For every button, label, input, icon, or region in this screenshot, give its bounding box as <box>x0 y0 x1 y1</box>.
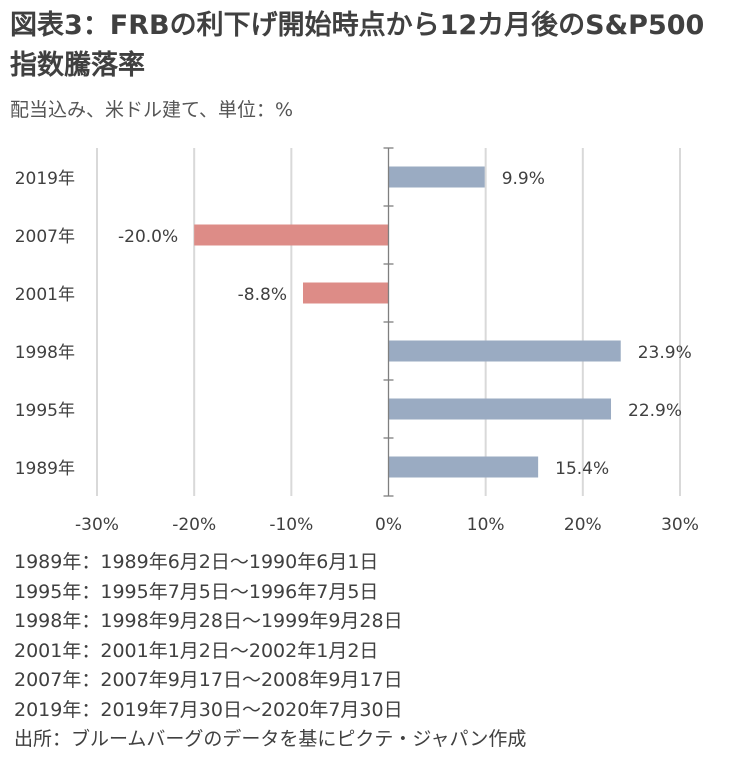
category-label: 2007年 <box>15 227 75 247</box>
bar-chart: 2019年 2007年 2001年 1998年 1995年 1989年 9.9% -20.0%… <box>15 147 699 535</box>
category-label: 2019年 <box>15 169 75 189</box>
note-line: 1989年：1989年6月2日～1990年6月1日 <box>14 551 379 573</box>
x-tick-label: -10% <box>269 515 313 535</box>
chart-subtitle: 配当込み、米ドル建て、単位：% <box>10 99 294 121</box>
note-line: 2001年：2001年1月2日～2002年1月2日 <box>14 639 379 662</box>
chart-title: 図表3：FRBの利下げ開始時点から12カ月後のS&P500指数騰落率 <box>10 10 705 81</box>
category-label: 1998年 <box>15 343 75 363</box>
data-label: 23.9% <box>638 343 692 363</box>
data-label: 9.9% <box>502 169 545 189</box>
note-line: 1995年：1995年7月5日～1996年7月5日 <box>14 580 379 603</box>
bar <box>194 224 389 246</box>
category-label: 1989年 <box>15 459 75 479</box>
data-label: 15.4% <box>555 459 609 479</box>
x-tick-label: 0% <box>375 515 402 535</box>
bar <box>388 166 485 188</box>
note-line: 2019年：2019年7月30日～2020年7月30日 <box>14 698 403 721</box>
x-tick-label: 20% <box>564 515 602 535</box>
notes: 1989年：1989年6月2日～1990年6月1日 1995年：1995年7月5… <box>14 548 724 755</box>
x-tick-label: 10% <box>467 515 505 535</box>
bar <box>388 398 612 420</box>
data-label: -8.8% <box>238 285 287 305</box>
bar <box>388 340 621 362</box>
category-label: 1995年 <box>15 401 75 421</box>
data-label: 22.9% <box>628 401 682 421</box>
x-tick-label: 30% <box>661 515 699 535</box>
x-tick-label: -30% <box>75 515 119 535</box>
source-note: 出所：ブルームバーグのデータを基にピクテ・ジャパン作成 <box>14 728 527 750</box>
bar <box>302 282 389 304</box>
note-line: 1998年：1998年9月28日～1999年9月28日 <box>14 610 403 632</box>
bar <box>388 456 539 478</box>
data-label: -20.0% <box>118 227 178 247</box>
category-label: 2001年 <box>15 285 75 305</box>
x-tick-label: -20% <box>172 515 216 535</box>
note-line: 2007年：2007年9月17日～2008年9月17日 <box>14 669 403 691</box>
